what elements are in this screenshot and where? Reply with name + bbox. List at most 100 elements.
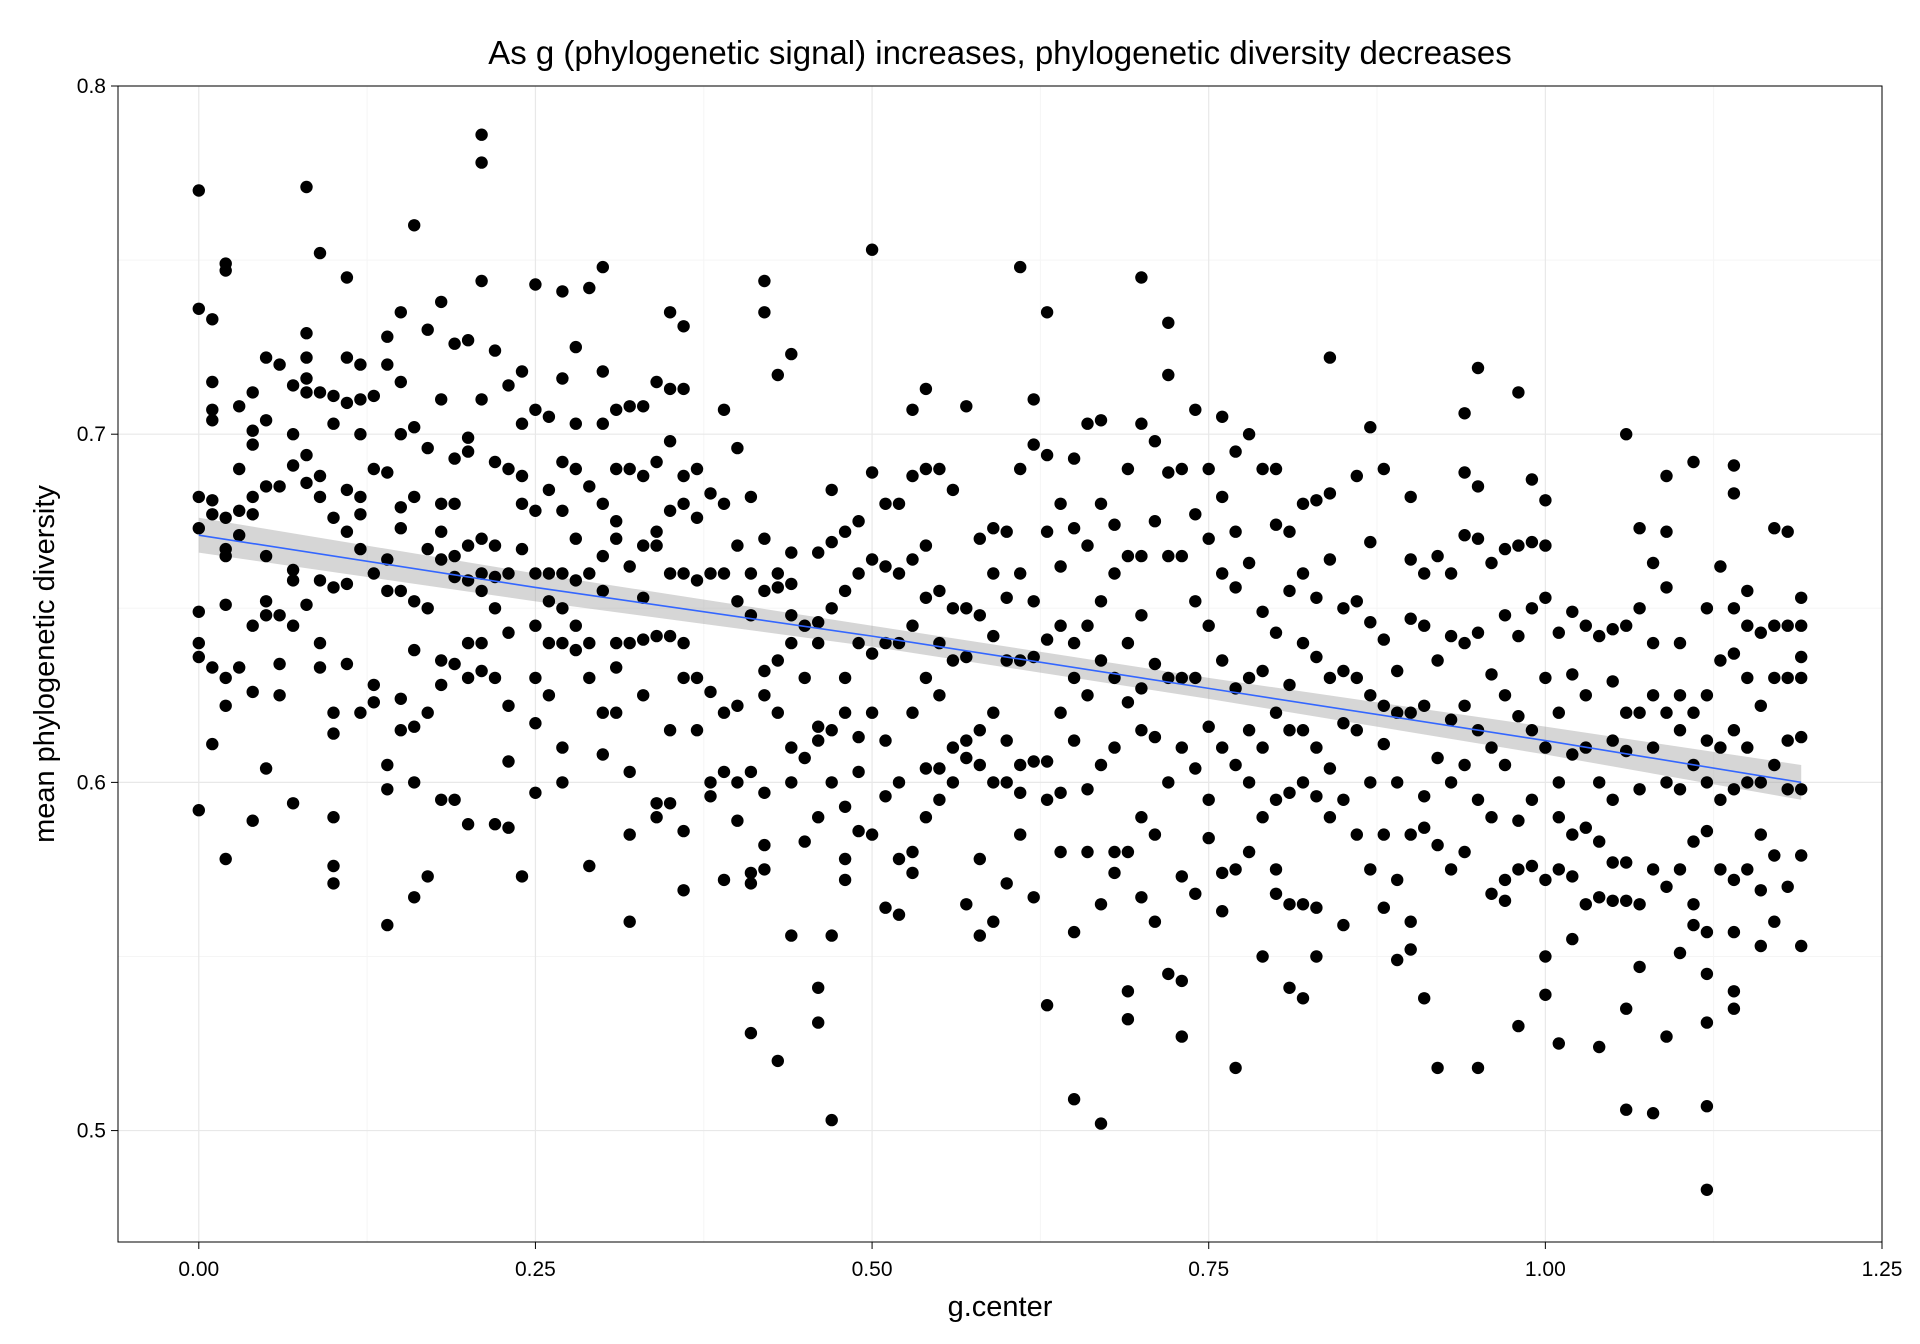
scatter-point [973,929,986,942]
scatter-point [246,490,259,504]
scatter-point [1700,967,1714,981]
scatter-point [987,567,1000,580]
scatter-point [758,274,771,288]
scatter-point [1593,891,1606,904]
scatter-point [623,636,636,650]
scatter-point [1525,724,1539,737]
scatter-point [246,685,259,699]
scatter-point [1269,462,1283,476]
x-tick-label: 0.50 [852,1258,893,1281]
scatter-point [219,264,232,277]
scatter-point [1431,1061,1444,1075]
scatter-point [583,859,596,873]
scatter-point [623,400,636,413]
scatter-point [1620,744,1633,758]
scatter-point [758,306,771,319]
scatter-point [1108,567,1121,580]
scatter-point [838,852,852,866]
scatter-point [273,480,286,493]
scatter-point [1067,522,1081,535]
scatter-point [1296,776,1310,789]
scatter-point [1512,1019,1525,1033]
scatter-point [785,741,798,754]
scatter-point [1391,664,1404,678]
scatter-point [515,469,529,483]
scatter-point [475,567,488,580]
scatter-point [1498,873,1512,887]
scatter-point [313,246,327,260]
scatter-point [488,344,502,357]
scatter-point [838,800,852,813]
scatter-point [1310,650,1323,664]
scatter-point [206,508,219,521]
scatter-point [1040,793,1054,806]
scatter-point [1269,706,1283,719]
scatter-point [1283,898,1296,911]
scatter-point [1727,487,1741,500]
scatter-point [583,671,596,685]
scatter-point [367,567,380,580]
scatter-point [1620,619,1633,632]
scatter-point [785,609,798,622]
scatter-point [1067,925,1081,939]
scatter-point [1350,724,1364,737]
scatter-point [461,445,475,458]
scatter-point [502,755,515,768]
scatter-point [1283,525,1296,538]
scatter-point [246,438,259,451]
scatter-point [1040,755,1054,768]
scatter-point [960,400,973,413]
scatter-point [1242,776,1256,789]
scatter-point [1094,497,1108,510]
scatter-point [1741,619,1754,632]
scatter-point [1148,730,1162,744]
scatter-point [1202,793,1215,806]
scatter-point [1781,783,1794,796]
scatter-point [192,522,205,535]
scatter-point [785,546,798,559]
scatter-point [865,647,879,660]
scatter-point [1795,619,1808,632]
scatter-point [731,814,744,827]
scatter-point [381,584,394,598]
scatter-point [1081,689,1094,702]
scatter-point [919,539,933,552]
scatter-point [381,358,394,371]
scatter-point [259,595,273,608]
scatter-point [1242,845,1256,859]
scatter-point [1121,462,1135,476]
scatter-point [1216,866,1229,880]
scatter-point [1310,494,1323,507]
scatter-point [731,441,744,455]
scatter-point [637,689,650,702]
scatter-point [273,609,286,622]
scatter-point [946,741,960,754]
scatter-point [502,626,515,639]
scatter-point [879,901,892,914]
x-tick-label: 1.00 [1525,1258,1566,1281]
scatter-point [1539,494,1552,507]
scatter-point [394,692,407,705]
scatter-point [1054,845,1067,859]
scatter-point [1620,1103,1633,1116]
scatter-point [838,671,852,685]
scatter-point [1054,706,1067,719]
scatter-point [529,671,542,685]
scatter-point [435,654,448,667]
scatter-point [771,1054,784,1068]
scatter-point [1283,678,1296,692]
scatter-point [1539,539,1552,552]
scatter-point [246,814,259,827]
scatter-point [1431,549,1444,563]
scatter-point [408,595,421,608]
scatter-point [623,828,636,841]
scatter-point [1727,724,1741,737]
scatter-point [1364,421,1377,434]
scatter-point [1162,967,1175,981]
scatter-point [1714,741,1727,754]
scatter-point [421,323,434,336]
scatter-point [637,633,650,646]
scatter-point [475,636,488,650]
scatter-point [354,393,367,406]
scatter-point [1714,863,1727,876]
